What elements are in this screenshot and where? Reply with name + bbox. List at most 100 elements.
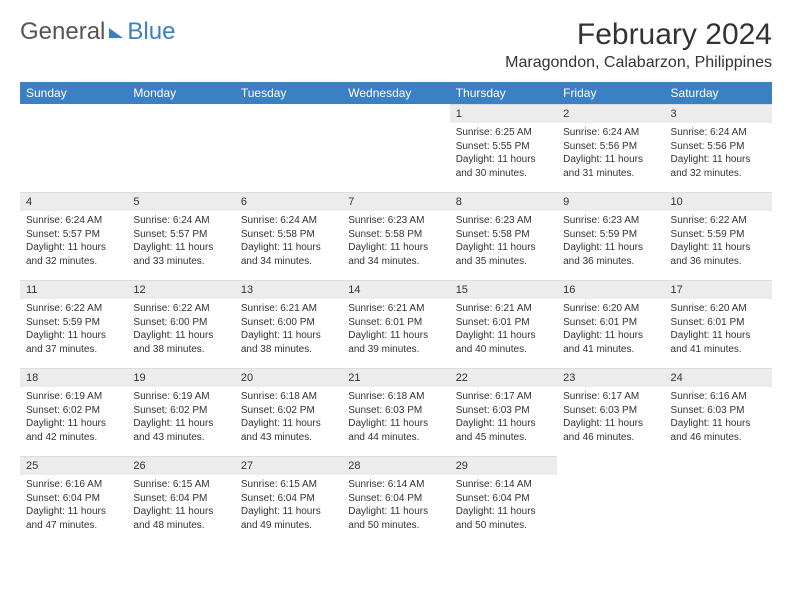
sunrise-text: Sunrise: 6:15 AM: [241, 478, 336, 492]
sunset-text: Sunset: 5:55 PM: [456, 140, 551, 154]
day-number: 22: [450, 368, 557, 387]
day-info: Sunrise: 6:24 AMSunset: 5:56 PMDaylight:…: [557, 123, 664, 186]
calendar-day-cell: 4Sunrise: 6:24 AMSunset: 5:57 PMDaylight…: [20, 192, 127, 280]
sunset-text: Sunset: 6:04 PM: [241, 492, 336, 506]
calendar-day-cell: [665, 456, 772, 544]
sunrise-text: Sunrise: 6:14 AM: [456, 478, 551, 492]
daylight-text: Daylight: 11 hours and 38 minutes.: [241, 329, 336, 356]
sunrise-text: Sunrise: 6:24 AM: [26, 214, 121, 228]
day-info: Sunrise: 6:18 AMSunset: 6:02 PMDaylight:…: [235, 387, 342, 450]
calendar-day-cell: 29Sunrise: 6:14 AMSunset: 6:04 PMDayligh…: [450, 456, 557, 544]
sunset-text: Sunset: 5:57 PM: [26, 228, 121, 242]
calendar-week-row: 18 Sunrise: 6:19 AM Sunset: 6:02 PM Dayligh…: [20, 368, 772, 456]
calendar-day-cell: 5Sunrise: 6:24 AMSunset: 5:57 PMDaylight…: [127, 192, 234, 280]
sunset-text: Sunset: 6:00 PM: [133, 316, 228, 330]
calendar-day-cell: 17Sunrise: 6:20 AMSunset: 6:01 PMDayligh…: [665, 280, 772, 368]
day-number: 13: [235, 280, 342, 299]
sunset-text: Sunset: 6:03 PM: [563, 404, 658, 418]
weekday-header: Sunday: [20, 82, 127, 104]
day-info: Sunrise: 6:21 AMSunset: 6:01 PMDaylight:…: [342, 299, 449, 362]
sunset-text: Sunset: 6:03 PM: [456, 404, 551, 418]
daylight-text: Daylight: 11 hours and 46 minutes.: [671, 417, 766, 444]
daylight-text: Daylight: 11 hours and 31 minutes.: [563, 153, 658, 180]
weekday-header: Wednesday: [342, 82, 449, 104]
day-info: Sunrise: 6:16 AMSunset: 6:04 PMDaylight:…: [20, 475, 127, 538]
sunset-text: Sunset: 6:03 PM: [348, 404, 443, 418]
day-info: Sunrise: 6:21 AMSunset: 6:01 PMDaylight:…: [450, 299, 557, 362]
day-number: 23: [557, 368, 664, 387]
calendar-day-cell: 14Sunrise: 6:21 AMSunset: 6:01 PMDayligh…: [342, 280, 449, 368]
day-number: 17: [665, 280, 772, 299]
day-number: 18: [20, 368, 127, 387]
sunrise-text: Sunrise: 6:16 AM: [26, 478, 121, 492]
day-info: Sunrise: 6:23 AMSunset: 5:59 PMDaylight:…: [557, 211, 664, 274]
sunrise-text: Sunrise: 6:21 AM: [456, 302, 551, 316]
day-info: Sunrise: 6:17 AMSunset: 6:03 PMDaylight:…: [450, 387, 557, 450]
calendar-day-cell: [557, 456, 664, 544]
day-info: Sunrise: 6:21 AMSunset: 6:00 PMDaylight:…: [235, 299, 342, 362]
calendar-table: SundayMondayTuesdayWednesdayThursdayFrid…: [20, 82, 772, 544]
calendar-day-cell: 8Sunrise: 6:23 AMSunset: 5:58 PMDaylight…: [450, 192, 557, 280]
day-info: Sunrise: 6:14 AMSunset: 6:04 PMDaylight:…: [450, 475, 557, 538]
calendar-day-cell: 22Sunrise: 6:17 AMSunset: 6:03 PMDayligh…: [450, 368, 557, 456]
day-number: 21: [342, 368, 449, 387]
calendar-day-cell: 3Sunrise: 6:24 AMSunset: 5:56 PMDaylight…: [665, 104, 772, 192]
sunset-text: Sunset: 6:04 PM: [456, 492, 551, 506]
sunrise-text: Sunrise: 6:20 AM: [563, 302, 658, 316]
sunrise-text: Sunrise: 6:22 AM: [133, 302, 228, 316]
sunset-text: Sunset: 5:59 PM: [563, 228, 658, 242]
day-info: Sunrise: 6:18 AMSunset: 6:03 PMDaylight:…: [342, 387, 449, 450]
sunrise-text: Sunrise: 6:21 AM: [348, 302, 443, 316]
logo-text-1: General: [20, 18, 105, 46]
day-info: Sunrise: 6:23 AMSunset: 5:58 PMDaylight:…: [450, 211, 557, 274]
sunrise-text: Sunrise: 6:19 AM: [26, 390, 121, 404]
calendar-week-row: 11Sunrise: 6:22 AMSunset: 5:59 PMDayligh…: [20, 280, 772, 368]
calendar-day-cell: 11Sunrise: 6:22 AMSunset: 5:59 PMDayligh…: [20, 280, 127, 368]
daylight-text: Daylight: 11 hours and 33 minutes.: [133, 241, 228, 268]
sunrise-text: Sunrise: 6:18 AM: [348, 390, 443, 404]
day-info: Sunrise: 6:23 AMSunset: 5:58 PMDaylight:…: [342, 211, 449, 274]
day-number: 6: [235, 192, 342, 211]
weekday-header: Friday: [557, 82, 664, 104]
daylight-text: Daylight: 11 hours and 32 minutes.: [671, 153, 766, 180]
calendar-day-cell: 19Sunrise: 6:19 AMSunset: 6:02 PMDayligh…: [127, 368, 234, 456]
daylight-text: Daylight: 11 hours and 40 minutes.: [456, 329, 551, 356]
day-number: 24: [665, 368, 772, 387]
sunset-text: Sunset: 5:58 PM: [241, 228, 336, 242]
daylight-text: Daylight: 11 hours and 36 minutes.: [671, 241, 766, 268]
day-number: 1: [450, 104, 557, 123]
daylight-text: Daylight: 11 hours and 47 minutes.: [26, 505, 121, 532]
calendar-day-cell: 9Sunrise: 6:23 AMSunset: 5:59 PMDaylight…: [557, 192, 664, 280]
day-number: 19: [127, 368, 234, 387]
sunrise-text: Sunrise: 6:15 AM: [133, 478, 228, 492]
calendar-day-cell: 25Sunrise: 6:16 AMSunset: 6:04 PMDayligh…: [20, 456, 127, 544]
day-number: 15: [450, 280, 557, 299]
sunrise-text: Sunrise: 6:22 AM: [671, 214, 766, 228]
sunrise-text: Sunrise: 6:23 AM: [348, 214, 443, 228]
sunrise-text: Sunrise: 6:23 AM: [563, 214, 658, 228]
weekday-header: Monday: [127, 82, 234, 104]
day-number: 5: [127, 192, 234, 211]
sunrise-text: Sunrise: 6:14 AM: [348, 478, 443, 492]
daylight-text: Daylight: 11 hours and 45 minutes.: [456, 417, 551, 444]
daylight-text: Daylight: 11 hours and 41 minutes.: [671, 329, 766, 356]
calendar-header-row: SundayMondayTuesdayWednesdayThursdayFrid…: [20, 82, 772, 104]
day-info: Sunrise: 6:25 AMSunset: 5:55 PMDaylight:…: [450, 123, 557, 186]
calendar-day-cell: 6Sunrise: 6:24 AMSunset: 5:58 PMDaylight…: [235, 192, 342, 280]
calendar-day-cell: 23Sunrise: 6:17 AMSunset: 6:03 PMDayligh…: [557, 368, 664, 456]
sunrise-text: Sunrise: 6:18 AM: [241, 390, 336, 404]
day-number: 2: [557, 104, 664, 123]
day-number: 20: [235, 368, 342, 387]
sunset-text: Sunset: 6:04 PM: [348, 492, 443, 506]
sunrise-text: Sunrise: 6:20 AM: [671, 302, 766, 316]
calendar-day-cell: 27Sunrise: 6:15 AMSunset: 6:04 PMDayligh…: [235, 456, 342, 544]
sunrise-text: Sunrise: 6:23 AM: [456, 214, 551, 228]
calendar-day-cell: 26Sunrise: 6:15 AMSunset: 6:04 PMDayligh…: [127, 456, 234, 544]
sunset-text: Sunset: 6:02 PM: [133, 404, 228, 418]
calendar-day-cell: 20Sunrise: 6:18 AMSunset: 6:02 PMDayligh…: [235, 368, 342, 456]
sunset-text: Sunset: 5:57 PM: [133, 228, 228, 242]
location-text: Maragondon, Calabarzon, Philippines: [505, 54, 772, 72]
sunset-text: Sunset: 5:59 PM: [671, 228, 766, 242]
calendar-day-cell: 15Sunrise: 6:21 AMSunset: 6:01 PMDayligh…: [450, 280, 557, 368]
calendar-day-cell: 1Sunrise: 6:25 AMSunset: 5:55 PMDaylight…: [450, 104, 557, 192]
